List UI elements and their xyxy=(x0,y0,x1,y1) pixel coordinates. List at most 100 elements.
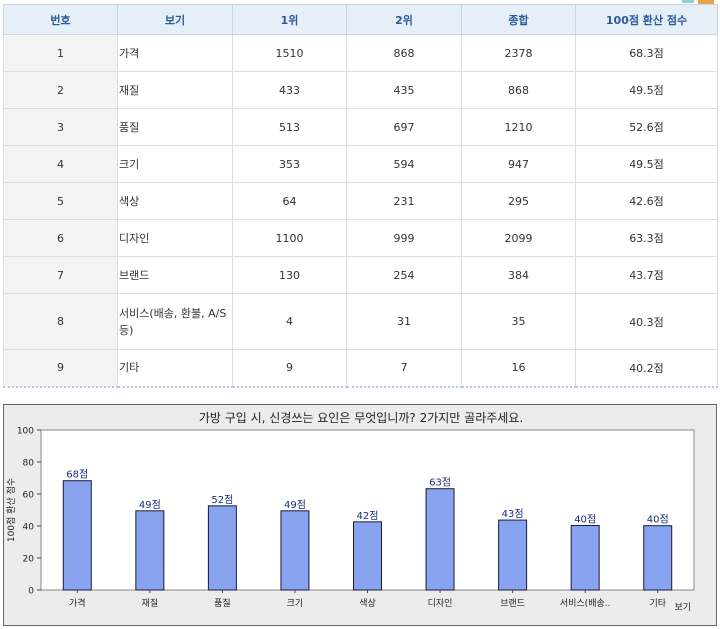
cell-score: 43.7점 xyxy=(575,256,718,294)
cell-item: 크기 xyxy=(117,145,233,183)
header-no: 번호 xyxy=(3,4,118,35)
bar xyxy=(425,488,455,591)
cell-second: 254 xyxy=(346,256,462,294)
cell-score: 63.3점 xyxy=(575,219,718,257)
bar xyxy=(135,510,165,591)
cell-second: 594 xyxy=(346,145,462,183)
cell-second: 231 xyxy=(346,182,462,220)
bar xyxy=(62,480,92,591)
cell-no: 2 xyxy=(3,71,118,109)
cell-no: 9 xyxy=(3,349,118,388)
bar xyxy=(643,525,673,591)
toolbar-icon-stub xyxy=(682,0,694,3)
cell-first: 130 xyxy=(232,256,347,294)
cell-total: 35 xyxy=(461,293,576,350)
bar-data-label: 63점 xyxy=(429,477,451,489)
cell-item: 기타 xyxy=(117,349,233,388)
cell-second: 697 xyxy=(346,108,462,146)
cell-first: 1100 xyxy=(232,219,347,257)
export-icon[interactable] xyxy=(698,0,714,4)
header-second: 2위 xyxy=(346,4,462,35)
table-header-row: 번호 보기 1위 2위 종합 100점 환산 점수 xyxy=(3,4,718,35)
y-tick-label: 60 xyxy=(23,491,35,501)
cell-item: 품질 xyxy=(117,108,233,146)
bar xyxy=(353,521,382,591)
table-row: 3 품질 513 697 1210 52.6점 xyxy=(3,108,718,146)
bar xyxy=(280,510,310,591)
table-row: 7 브랜드 130 254 384 43.7점 xyxy=(3,256,718,294)
cell-total: 2099 xyxy=(461,219,576,257)
cell-no: 3 xyxy=(3,108,118,146)
cell-total: 868 xyxy=(461,71,576,109)
cell-second: 435 xyxy=(346,71,462,109)
cell-total: 947 xyxy=(461,145,576,183)
x-tick-label: 디자인 xyxy=(428,598,453,609)
cell-no: 6 xyxy=(3,219,118,257)
cell-score: 40.2점 xyxy=(575,349,718,388)
x-tick-label: 품질 xyxy=(214,597,231,609)
cell-total: 295 xyxy=(461,182,576,220)
bar-data-label: 40점 xyxy=(647,514,669,526)
x-tick-label: 서비스(배송.. xyxy=(560,598,611,609)
cell-first: 9 xyxy=(232,349,347,388)
cell-no: 5 xyxy=(3,182,118,220)
bar-data-label: 52점 xyxy=(211,494,233,506)
cell-no: 8 xyxy=(3,293,118,350)
cell-first: 64 xyxy=(232,182,347,220)
table-row: 4 크기 353 594 947 49.5점 xyxy=(3,145,718,183)
header-item: 보기 xyxy=(117,4,233,35)
cell-second: 868 xyxy=(346,34,462,72)
x-tick-label: 가격 xyxy=(69,597,86,609)
cell-second: 7 xyxy=(346,349,462,388)
cell-total: 1210 xyxy=(461,108,576,146)
cell-score: 68.3점 xyxy=(575,34,718,72)
x-tick-label: 색상 xyxy=(359,598,376,609)
x-tick-label: 크기 xyxy=(287,598,304,609)
bar-data-label: 49점 xyxy=(284,499,306,511)
cell-first: 4 xyxy=(232,293,347,350)
cell-no: 7 xyxy=(3,256,118,294)
cell-item: 브랜드 xyxy=(117,256,233,294)
bar xyxy=(498,519,528,591)
y-tick-label: 40 xyxy=(23,523,35,533)
y-tick-label: 80 xyxy=(23,459,35,469)
chart-panel: 가방 구입 시, 신경쓰는 요인은 무엇입니까? 2가지만 골라주세요. 0 20… xyxy=(3,404,717,626)
cell-second: 31 xyxy=(346,293,462,350)
table-row: 1 가격 1510 868 2378 68.3점 xyxy=(3,34,718,72)
x-tick-label: 브랜드 xyxy=(500,598,525,609)
cell-first: 513 xyxy=(232,108,347,146)
bar-data-label: 42점 xyxy=(357,510,379,522)
bar xyxy=(570,525,600,591)
y-tick-label: 0 xyxy=(28,587,34,597)
header-total: 종합 xyxy=(461,4,576,35)
bar-data-label: 40점 xyxy=(574,514,596,526)
table-row: 8 서비스(배송, 환불, A/S 등) 4 31 35 40.3점 xyxy=(3,293,718,350)
x-axis-label: 보기 xyxy=(674,602,691,613)
cell-score: 52.6점 xyxy=(575,108,718,146)
cell-no: 4 xyxy=(3,145,118,183)
bar xyxy=(207,505,237,591)
header-first: 1위 xyxy=(232,4,347,35)
cell-item: 가격 xyxy=(117,34,233,72)
cell-no: 1 xyxy=(3,34,118,72)
cell-item: 재질 xyxy=(117,71,233,109)
y-tick-label: 100 xyxy=(17,427,34,437)
cell-total: 16 xyxy=(461,349,576,388)
bar-data-label: 68점 xyxy=(66,469,88,481)
header-score: 100점 환산 점수 xyxy=(575,4,718,35)
table-row: 5 색상 64 231 295 42.6점 xyxy=(3,182,718,220)
cell-score: 49.5점 xyxy=(575,71,718,109)
x-tick-label: 기타 xyxy=(649,598,666,609)
cell-total: 2378 xyxy=(461,34,576,72)
table-row: 6 디자인 1100 999 2099 63.3점 xyxy=(3,219,718,257)
result-table: 번호 보기 1위 2위 종합 100점 환산 점수 1 가격 1510 868 2378… xyxy=(3,4,718,388)
table-row: 2 재질 433 435 868 49.5점 xyxy=(3,71,718,109)
cell-total: 384 xyxy=(461,256,576,294)
cell-item: 서비스(배송, 환불, A/S 등) xyxy=(117,293,233,350)
x-tick-label: 재질 xyxy=(142,597,159,609)
cell-first: 433 xyxy=(232,71,347,109)
chart-title: 가방 구입 시, 신경쓰는 요인은 무엇입니까? 2가지만 골라주세요. xyxy=(198,411,524,425)
bar-data-label: 49점 xyxy=(139,499,161,511)
cell-item: 디자인 xyxy=(117,219,233,257)
